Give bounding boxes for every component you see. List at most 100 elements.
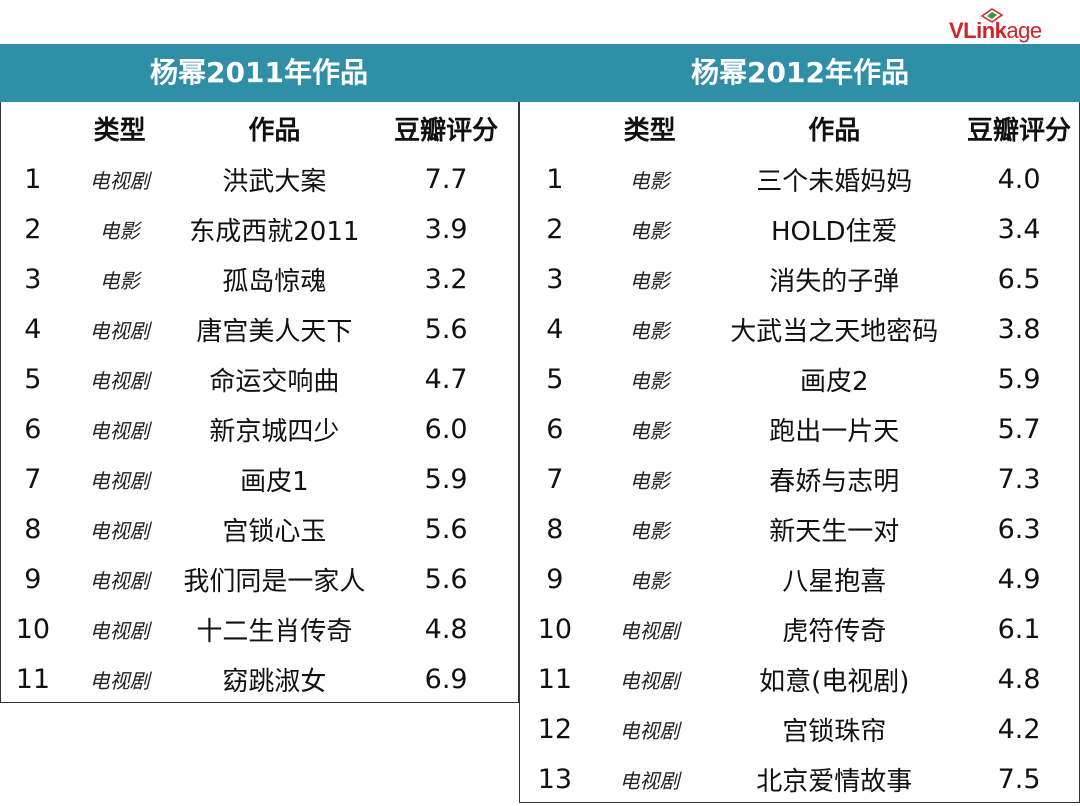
vlinkage-logo: VLinkage <box>949 6 1074 46</box>
row-douban-score: 3.9 <box>424 213 468 245</box>
row-number: 1 <box>546 163 564 195</box>
col-score-header: 豆瓣评分 <box>967 115 1072 146</box>
row-type: 电影 <box>629 468 670 493</box>
row-type: 电视剧 <box>89 518 150 543</box>
row-number: 5 <box>24 363 42 395</box>
row-type: 电影 <box>99 218 140 243</box>
row-work-title: 春娇与志明 <box>769 466 900 497</box>
table-row: 13 电视剧 北京爱情故事 7.5 <box>520 754 1079 804</box>
row-number: 8 <box>24 513 42 545</box>
row-type: 电视剧 <box>619 718 680 743</box>
logo-text: VLinkage <box>949 18 1042 43</box>
table-row: 7 电视剧 画皮1 5.9 <box>1 454 518 504</box>
row-work-title: 北京爱情故事 <box>756 766 913 797</box>
left-table-panel: 类型 作品 豆瓣评分 1 电视剧 洪武大案 7.7 2 电影 东成西就2011 3.9 3 电影孤… <box>0 102 519 703</box>
left-table-title: 杨幂2011年作品 <box>150 56 368 89</box>
row-number: 7 <box>546 463 564 495</box>
table-row: 8 电影 新天生一对 6.3 <box>520 504 1079 554</box>
row-type: 电影 <box>629 218 670 243</box>
row-work-title: 命运交响曲 <box>209 366 340 397</box>
row-number: 2 <box>546 213 564 245</box>
row-number: 9 <box>24 563 42 595</box>
row-number: 3 <box>24 263 42 295</box>
table-header-row: 类型 作品 豆瓣评分 <box>1 102 518 154</box>
row-work-title: 新京城四少 <box>209 416 340 447</box>
col-type-header: 类型 <box>93 115 146 146</box>
row-type: 电视剧 <box>619 618 680 643</box>
row-work-title: 洪武大案 <box>222 166 327 197</box>
row-type: 电影 <box>629 518 670 543</box>
table-row: 9 电视剧 我们同是一家人 5.6 <box>1 554 518 604</box>
row-number: 12 <box>537 713 573 745</box>
table-header-row: 类型 作品 豆瓣评分 <box>520 102 1079 154</box>
row-work-title: 唐宫美人天下 <box>196 316 353 347</box>
row-douban-score: 3.8 <box>997 313 1041 345</box>
header-bar: 杨幂2011年作品 杨幂2012年作品 <box>0 44 1080 102</box>
row-number: 10 <box>15 613 51 645</box>
row-douban-score: 4.8 <box>997 663 1041 695</box>
table-row: 5 电视剧 命运交响曲 4.7 <box>1 354 518 404</box>
row-type: 电影 <box>629 568 670 593</box>
row-work-title: 如意(电视剧) <box>759 666 910 697</box>
right-table-title: 杨幂2012年作品 <box>691 56 909 89</box>
row-douban-score: 5.6 <box>424 563 468 595</box>
row-type: 电视剧 <box>89 568 150 593</box>
table-row: 6 电影 跑出一片天 5.7 <box>520 404 1079 454</box>
row-number: 1 <box>24 163 42 195</box>
row-work-title: 大武当之天地密码 <box>730 316 939 347</box>
row-number: 4 <box>24 313 42 345</box>
row-douban-score: 5.9 <box>424 463 468 495</box>
row-work-title: 我们同是一家人 <box>183 566 366 597</box>
row-type: 电视剧 <box>89 468 150 493</box>
row-type: 电视剧 <box>619 768 680 793</box>
row-number: 6 <box>24 413 42 445</box>
row-douban-score: 5.9 <box>997 363 1041 395</box>
row-douban-score: 7.5 <box>997 763 1041 795</box>
row-number: 7 <box>24 463 42 495</box>
row-work-title: 东成西就2011 <box>189 216 360 247</box>
row-douban-score: 6.0 <box>424 413 468 445</box>
row-douban-score: 4.0 <box>997 163 1041 195</box>
row-type: 电影 <box>629 368 670 393</box>
table-row: 2 电影 HOLD住爱 3.4 <box>520 204 1079 254</box>
row-douban-score: 6.5 <box>997 263 1041 295</box>
row-number: 5 <box>546 363 564 395</box>
row-number: 10 <box>537 613 573 645</box>
row-work-title: HOLD住爱 <box>770 216 898 247</box>
row-douban-score: 6.3 <box>997 513 1041 545</box>
row-douban-score: 6.1 <box>997 613 1041 645</box>
row-douban-score: 4.8 <box>424 613 468 645</box>
table-row: 6 电视剧 新京城四少 6.0 <box>1 404 518 454</box>
row-work-title: 孤岛惊魂 <box>222 266 327 297</box>
row-number: 8 <box>546 513 564 545</box>
row-work-title: 窈跳淑女 <box>222 666 327 697</box>
row-type: 电影 <box>629 418 670 443</box>
row-douban-score: 4.9 <box>997 563 1041 595</box>
row-douban-score: 4.2 <box>997 713 1041 745</box>
row-work-title: 跑出一片天 <box>769 416 900 447</box>
row-douban-score: 3.4 <box>997 213 1041 245</box>
row-type: 电视剧 <box>89 668 150 693</box>
row-work-title: 宫锁珠帘 <box>782 716 887 747</box>
row-number: 11 <box>15 663 51 695</box>
table-row: 1 电影 三个未婚妈妈 4.0 <box>520 154 1079 204</box>
row-work-title: 消失的子弹 <box>769 266 900 297</box>
table-row: 11 电视剧 如意(电视剧) 4.8 <box>520 654 1079 704</box>
row-number: 11 <box>537 663 573 695</box>
row-type: 电视剧 <box>89 168 150 193</box>
row-work-title: 十二生肖传奇 <box>196 616 353 647</box>
row-type: 电视剧 <box>89 418 150 443</box>
works-2012-table: 类型 作品 豆瓣评分 1 电影 三个未婚妈妈 4.0 2 电影 HOLD住爱 3.4 3 电影 消失… <box>520 102 1079 804</box>
table-row: 9 电影 八星抱喜 4.9 <box>520 554 1079 604</box>
works-2011-table: 类型 作品 豆瓣评分 1 电视剧 洪武大案 7.7 2 电影 东成西就2011 3.9 3 电影孤… <box>1 102 518 704</box>
row-number: 13 <box>537 763 573 795</box>
col-work-header: 作品 <box>248 115 301 146</box>
row-work-title: 新天生一对 <box>769 516 900 547</box>
row-douban-score: 5.6 <box>424 313 468 345</box>
row-number: 6 <box>546 413 564 445</box>
row-douban-score: 7.7 <box>424 163 468 195</box>
table-row: 1 电视剧 洪武大案 7.7 <box>1 154 518 204</box>
row-number: 4 <box>546 313 564 345</box>
row-work-title: 三个未婚妈妈 <box>756 166 913 197</box>
table-row: 4 电视剧 唐宫美人天下 5.6 <box>1 304 518 354</box>
